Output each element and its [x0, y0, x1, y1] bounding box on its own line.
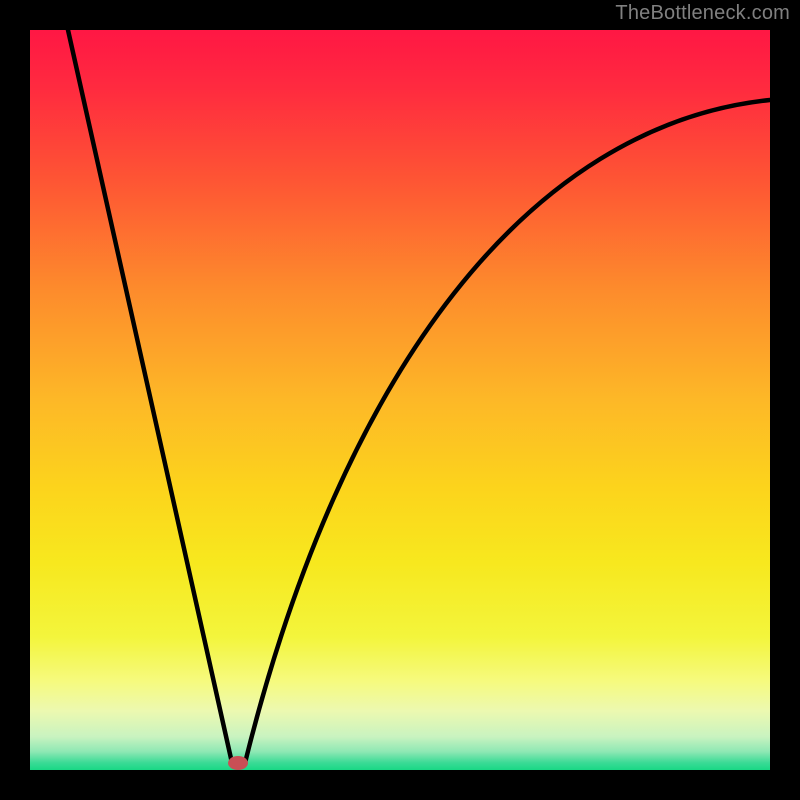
- watermark-text: TheBottleneck.com: [615, 2, 790, 25]
- plot-background: [30, 30, 770, 770]
- chart-frame: TheBottleneck.com: [0, 0, 800, 800]
- optimum-marker: [228, 756, 248, 770]
- bottleneck-chart: [0, 0, 800, 800]
